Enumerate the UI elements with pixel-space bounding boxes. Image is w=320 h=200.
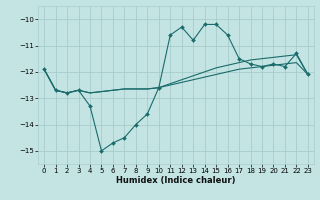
- X-axis label: Humidex (Indice chaleur): Humidex (Indice chaleur): [116, 176, 236, 185]
